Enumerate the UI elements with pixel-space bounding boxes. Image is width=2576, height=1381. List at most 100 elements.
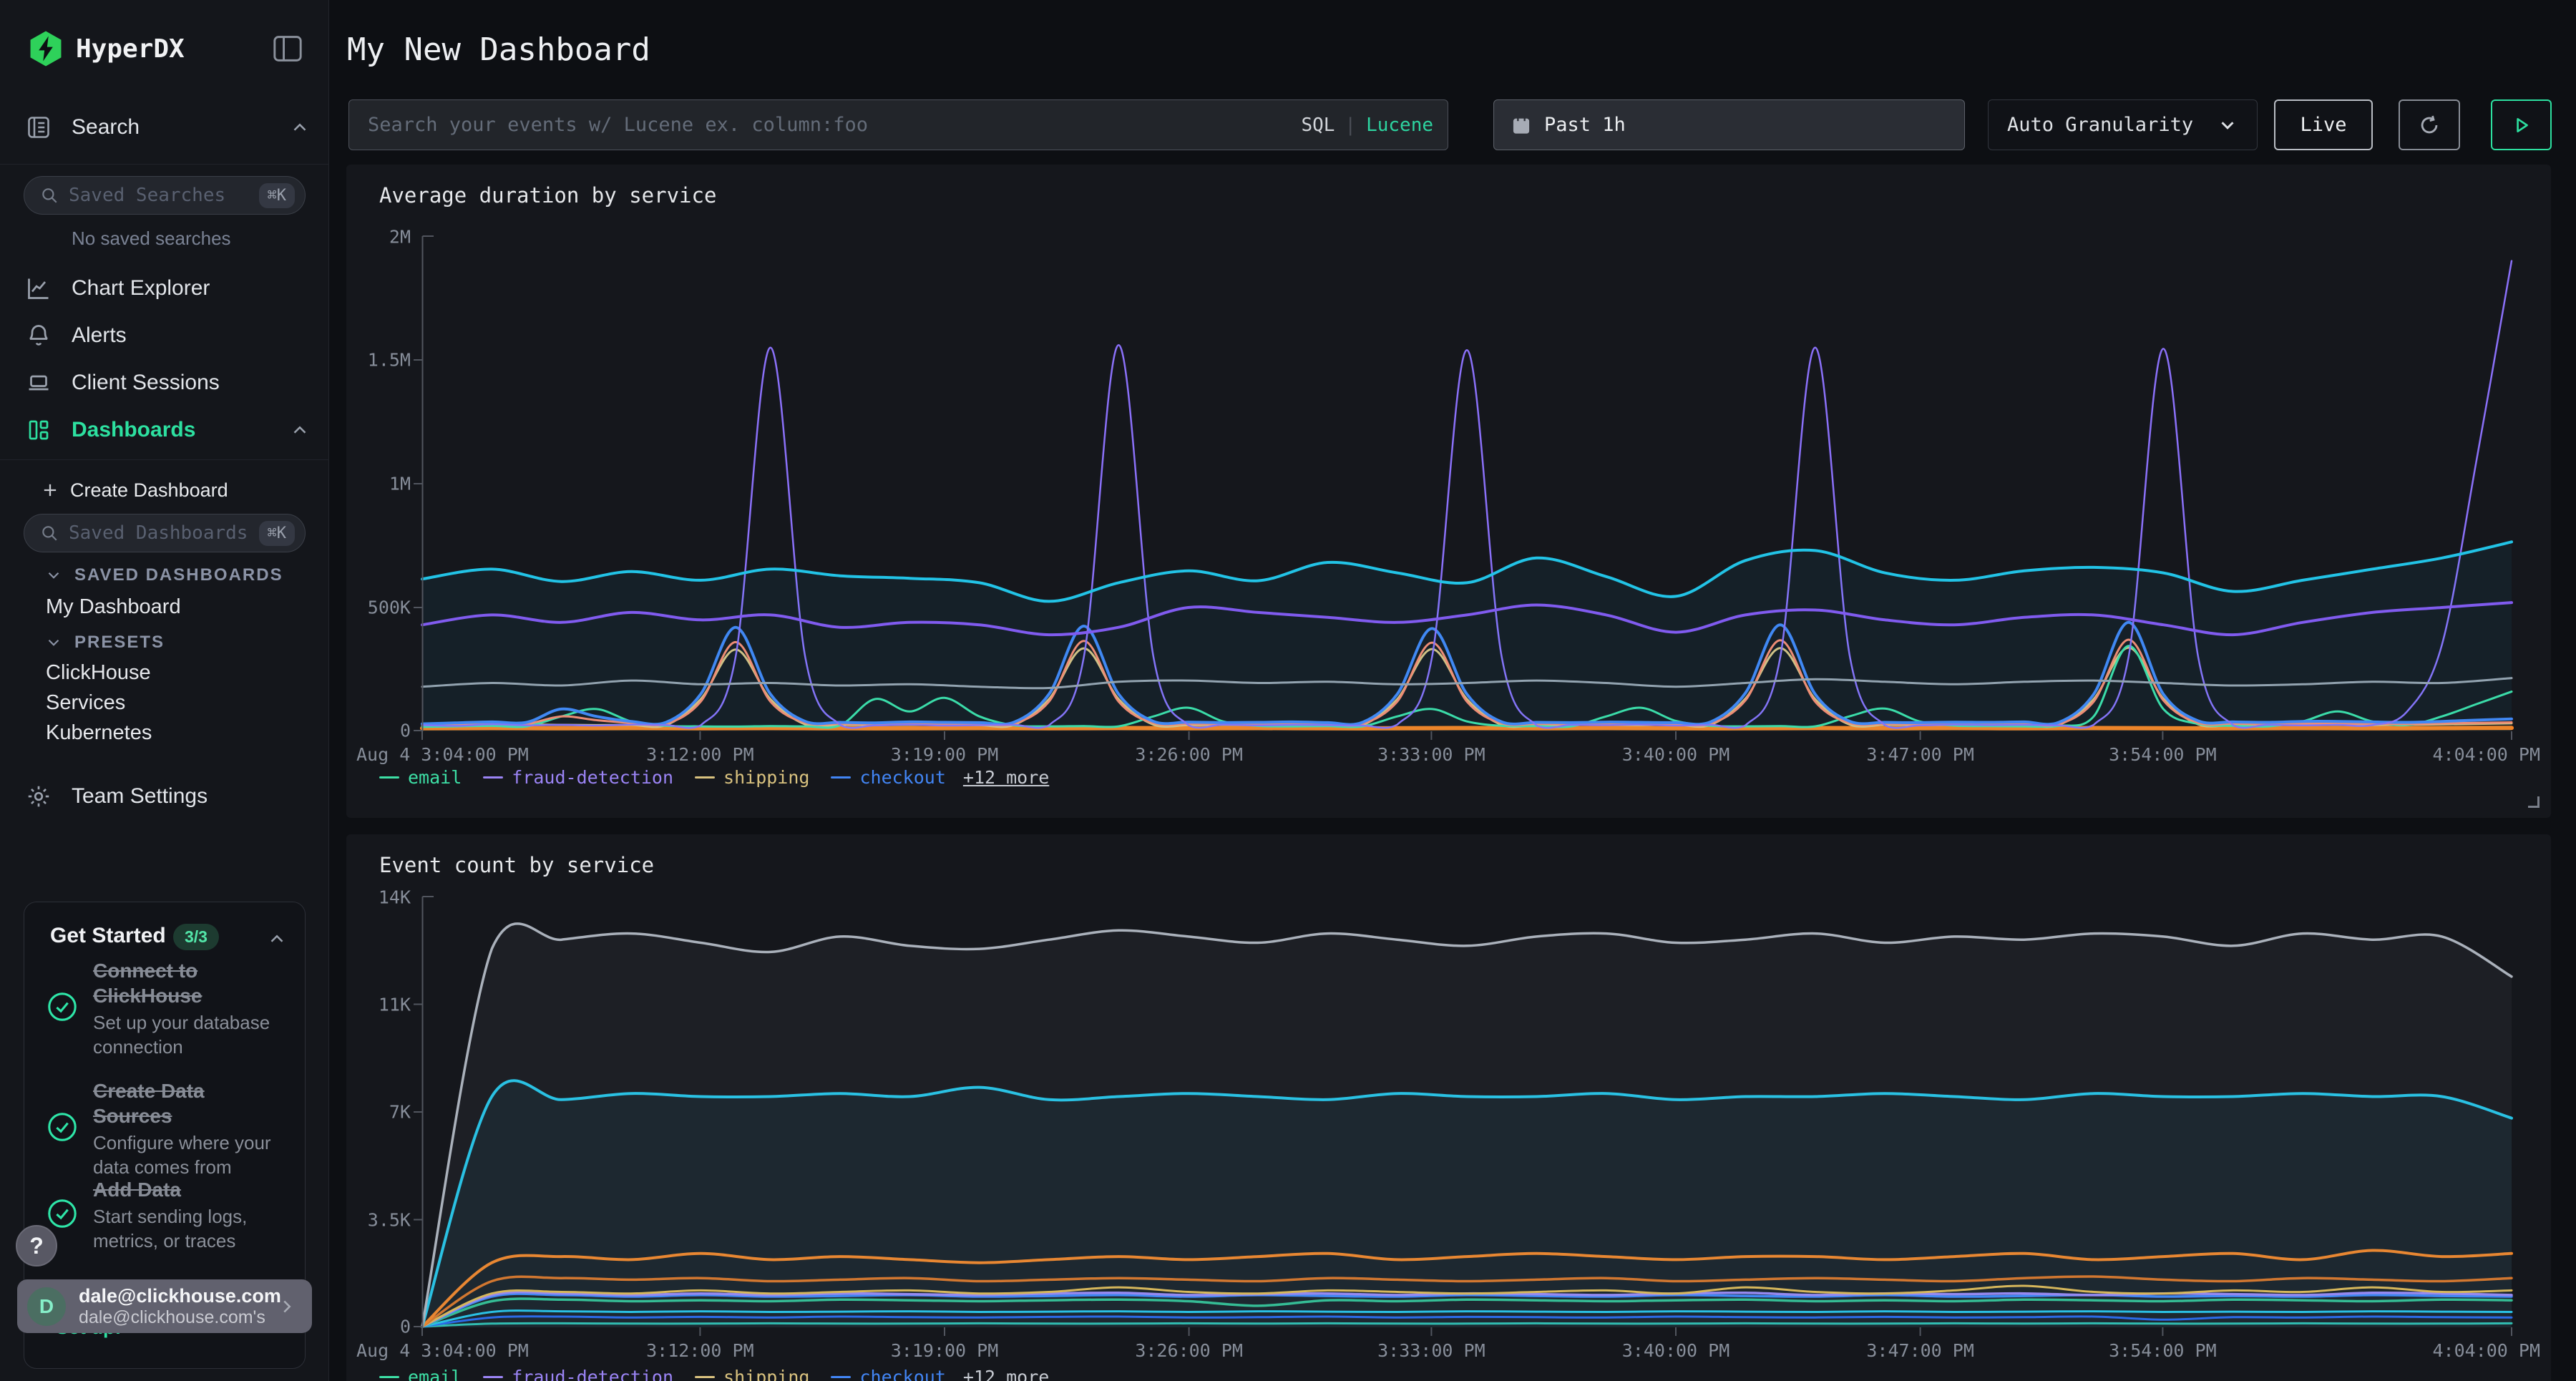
search-section-label: Search [72, 115, 140, 140]
bell-icon [26, 323, 52, 348]
legend-item[interactable]: checkout [831, 767, 945, 788]
x-tick-label: 3:54:00 PM [2109, 744, 2217, 765]
y-tick-label: 11K [379, 994, 411, 1015]
live-label: Live [2300, 114, 2346, 136]
legend-label: checkout [859, 1367, 945, 1381]
chevron-up-icon[interactable] [266, 928, 288, 953]
legend-more-link[interactable]: +12 more [963, 1367, 1049, 1381]
x-tick-label: 3:19:00 PM [891, 744, 999, 765]
legend-label: fraud-detection [512, 767, 673, 788]
sidebar-item-clickhouse[interactable]: ClickHouse [46, 661, 151, 685]
chart-plot-area[interactable]: 03.5K7K11K14KAug 4 3:04:00 PM3:12:00 PM3… [422, 897, 2512, 1327]
y-tick-label: 1M [389, 474, 411, 494]
sidebar-item-team-settings[interactable]: Team Settings [0, 774, 329, 819]
help-button[interactable]: ? [16, 1225, 57, 1267]
sidebar-item-dashboards[interactable]: Dashboards [0, 408, 329, 452]
saved-dashboards-input[interactable] [69, 522, 259, 544]
hyperdx-logo-icon[interactable] [26, 29, 66, 69]
section-label: PRESETS [74, 633, 165, 653]
sidebar-item-alerts[interactable]: Alerts [0, 313, 329, 358]
legend-more-link[interactable]: +12 more [963, 767, 1049, 788]
saved-searches-pill[interactable]: ⌘K [24, 176, 306, 215]
legend-item[interactable]: email [379, 767, 462, 788]
legend-item[interactable]: checkout [831, 1367, 945, 1381]
search-icon [40, 186, 59, 205]
avatar: D [27, 1287, 66, 1326]
dashboards-icon [26, 417, 52, 443]
x-tick-label: 3:19:00 PM [891, 1340, 999, 1361]
get-started-step-connect[interactable]: Connect to ClickHouseSet up your databas… [46, 958, 282, 1060]
sidebar-collapse-icon[interactable] [272, 34, 303, 63]
x-tick-label: 4:04:00 PM [2432, 1340, 2540, 1361]
user-org: dale@clickhouse.com's [79, 1307, 276, 1328]
chevron-up-icon[interactable] [289, 419, 311, 441]
y-tick-label: 2M [389, 226, 411, 247]
legend-label: email [408, 767, 462, 788]
user-account-chip[interactable]: D dale@clickhouse.com dale@clickhouse.co… [17, 1279, 312, 1333]
refresh-button[interactable] [2399, 99, 2460, 150]
chevron-down-icon [44, 633, 63, 652]
granularity-value: Auto Granularity [2007, 114, 2193, 136]
step-text: Connect to ClickHouseSet up your databas… [93, 958, 282, 1060]
legend-item[interactable]: fraud-detection [483, 1367, 673, 1381]
sql-mode-toggle[interactable]: SQL [1301, 114, 1335, 136]
sidebar-item-chart-explorer[interactable]: Chart Explorer [0, 266, 329, 311]
x-tick-label: 3:40:00 PM [1622, 744, 1730, 765]
nav-label: Dashboards [72, 418, 195, 442]
y-tick-label: 0 [400, 721, 411, 741]
avatar-initial: D [39, 1295, 54, 1318]
brand-row: HyperDX [0, 26, 329, 72]
legend-label: email [408, 1367, 462, 1381]
panel-resize-handle[interactable] [2528, 796, 2540, 808]
saved-searches-input[interactable] [69, 185, 259, 206]
get-started-step-add-data[interactable]: Add DataStart sending logs, metrics, or … [46, 1177, 282, 1254]
time-range-picker[interactable]: Past 1h [1493, 99, 1965, 150]
event-search-input[interactable] [368, 114, 1301, 136]
run-query-button[interactable] [2491, 99, 2552, 150]
saved-dashboards-pill[interactable]: ⌘K [24, 514, 306, 552]
chart-title: Event count by service [379, 853, 654, 877]
granularity-select[interactable]: Auto Granularity [1988, 99, 2258, 150]
get-started-progress-badge: 3/3 [173, 924, 219, 950]
check-circle-icon [46, 990, 79, 1027]
live-button[interactable]: Live [2274, 99, 2373, 150]
legend-label: shipping [723, 1367, 809, 1381]
chevron-right-icon [276, 1296, 298, 1317]
chevron-down-icon [44, 566, 63, 585]
brand-name: HyperDX [76, 34, 185, 64]
x-tick-label: 3:33:00 PM [1377, 744, 1485, 765]
sidebar-item-services[interactable]: Services [46, 691, 125, 715]
y-tick-label: 7K [389, 1102, 411, 1123]
play-icon [2512, 116, 2531, 135]
sidebar-item-kubernetes[interactable]: Kubernetes [46, 721, 152, 745]
x-tick-label: 3:26:00 PM [1135, 744, 1243, 765]
y-tick-label: 0 [400, 1317, 411, 1337]
presets-section-header[interactable]: PRESETS [44, 633, 165, 653]
event-search-bar[interactable]: SQL | Lucene [348, 99, 1448, 150]
lucene-mode-toggle[interactable]: Lucene [1366, 114, 1433, 136]
x-tick-label: Aug 4 3:04:00 PM [356, 1340, 529, 1361]
get-started-step-sources[interactable]: Create Data SourcesConfigure where your … [46, 1078, 282, 1180]
divider [0, 459, 329, 460]
legend-label: checkout [859, 767, 945, 788]
legend-swatch [483, 1376, 503, 1378]
create-dashboard-button[interactable]: Create Dashboard [0, 472, 329, 508]
chevron-up-icon[interactable] [289, 117, 311, 138]
refresh-icon [2417, 113, 2441, 137]
chart-plot-area[interactable]: 0500K1M1.5M2MAug 4 3:04:00 PM3:12:00 PM3… [422, 236, 2512, 731]
x-tick-label: 3:33:00 PM [1377, 1340, 1485, 1361]
search-icon [40, 524, 59, 542]
saved-dashboards-section-header[interactable]: SAVED DASHBOARDS [44, 565, 283, 585]
legend-item[interactable]: shipping [695, 1367, 809, 1381]
sidebar-item-search[interactable]: Search [0, 107, 329, 147]
legend-item[interactable]: shipping [695, 767, 809, 788]
nav-label: Alerts [72, 323, 127, 348]
plus-icon [40, 480, 60, 500]
x-tick-label: 3:54:00 PM [2109, 1340, 2217, 1361]
legend-item[interactable]: email [379, 1367, 462, 1381]
legend-item[interactable]: fraud-detection [483, 767, 673, 788]
sidebar-item-my-dashboard[interactable]: My Dashboard [46, 595, 181, 619]
sidebar-item-client-sessions[interactable]: Client Sessions [0, 361, 329, 405]
step-text: Create Data SourcesConfigure where your … [93, 1078, 282, 1180]
step-title: Connect to ClickHouse [93, 958, 282, 1008]
